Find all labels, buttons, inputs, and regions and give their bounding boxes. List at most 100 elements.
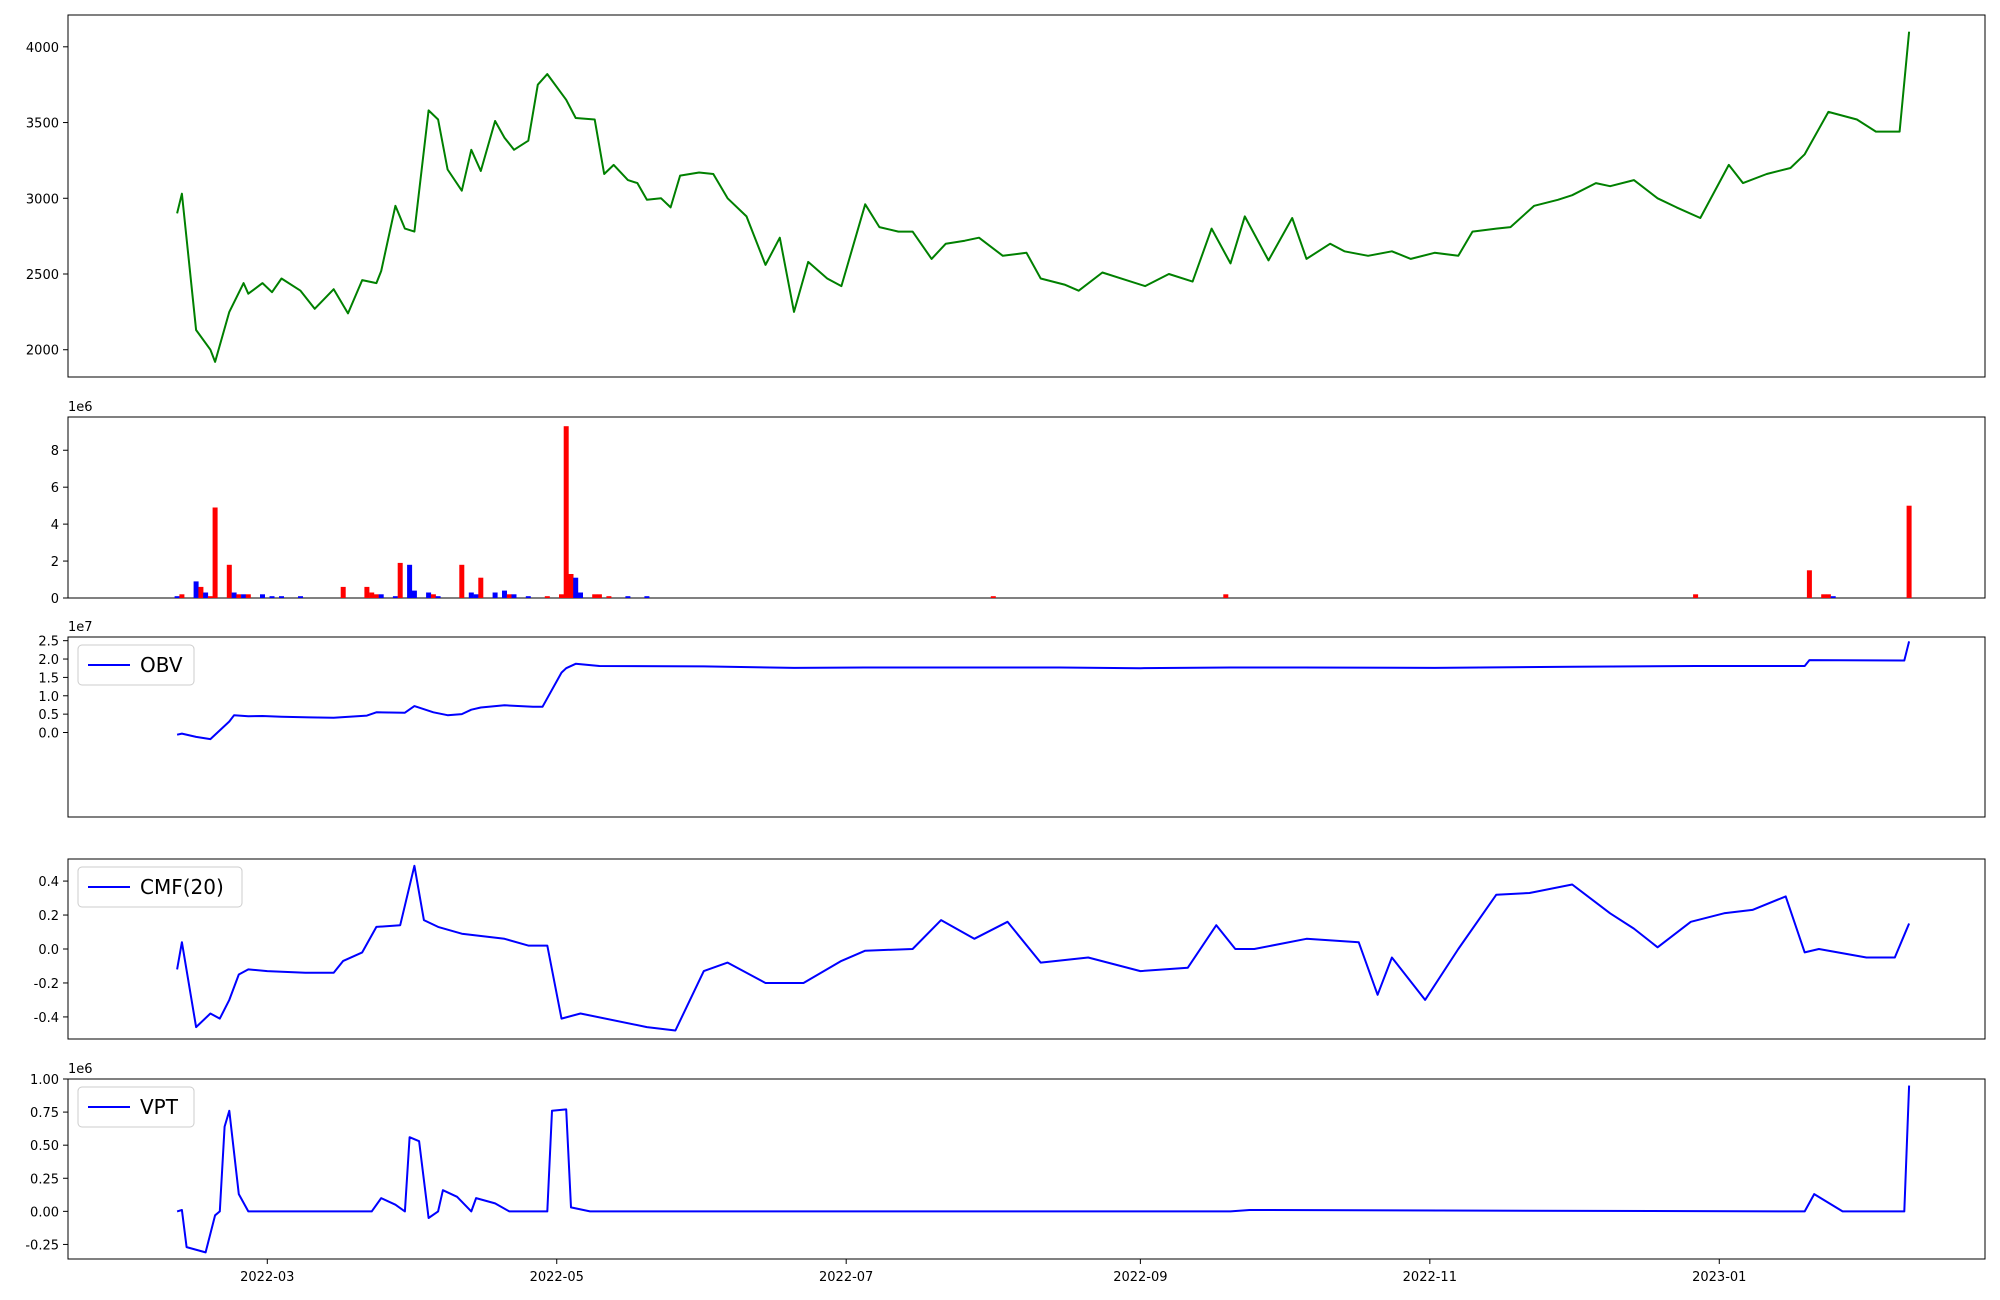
volume-ytick-label: 6: [51, 481, 59, 496]
volume-bar: [378, 594, 384, 598]
volume-bar: [592, 594, 598, 598]
cmf-ytick-label: -0.2: [34, 977, 59, 992]
volume-bar: [492, 592, 498, 598]
xtick-label: 2022-07: [819, 1270, 873, 1285]
volume-bar: [426, 592, 432, 598]
obv-panel: 0.0 0.5 1.0 1.5 2.0 2.5 1e7 OBV: [38, 620, 1986, 818]
volume-ytick-label: 0: [51, 592, 59, 607]
price-ytick-label: 2500: [26, 268, 59, 283]
volume-bar: [1693, 594, 1699, 598]
vpt-ytick-label: 1.00: [30, 1073, 59, 1088]
vpt-offset-label: 1e6: [68, 1062, 93, 1077]
volume-bar: [1806, 570, 1812, 598]
volume-bar: [563, 426, 569, 598]
volume-bar: [1906, 505, 1912, 598]
xtick-label: 2022-05: [530, 1270, 584, 1285]
volume-bar: [1825, 594, 1831, 598]
volume-bar: [468, 592, 474, 598]
volume-bar: [397, 562, 403, 598]
cmf-ytick-label: 0.4: [38, 875, 59, 890]
volume-ytick-label: 2: [51, 555, 59, 570]
volume-bar: [260, 594, 265, 598]
volume-bar: [478, 577, 484, 598]
cmf-ytick-label: 0.2: [38, 909, 59, 924]
vpt-ytick-label: 0.75: [30, 1106, 59, 1121]
cmf-ytick-label: 0.0: [38, 943, 59, 958]
vpt-legend-label: VPT: [140, 1095, 179, 1119]
obv-ytick-label: 0.5: [38, 708, 59, 723]
obv-ytick-label: 1.0: [38, 690, 59, 705]
price-ytick-label: 4000: [26, 41, 59, 56]
volume-bar: [502, 590, 507, 598]
vpt-ytick-label: 0.50: [30, 1139, 59, 1154]
volume-bar: [625, 596, 631, 598]
vpt-ytick-label: 0.00: [30, 1205, 59, 1220]
obv-ytick-label: 0.0: [38, 727, 59, 742]
volume-bar: [411, 590, 417, 598]
volume-bar: [1821, 594, 1827, 598]
vpt-legend-box: [77, 1086, 195, 1128]
volume-bar: [245, 594, 251, 598]
vpt-ytick-label: 0.25: [30, 1172, 59, 1187]
volume-bar: [644, 596, 650, 598]
volume-bar: [392, 596, 398, 598]
volume-bar: [203, 592, 209, 598]
volume-bar: [430, 594, 436, 598]
volume-bar: [407, 564, 413, 598]
volume-bar: [231, 592, 237, 598]
volume-bar: [573, 577, 579, 598]
volume-bar: [1223, 594, 1229, 598]
obv-ytick-label: 2.0: [38, 653, 59, 668]
volume-bar: [207, 596, 213, 598]
vpt-ytick-label: -0.25: [25, 1238, 59, 1253]
vpt-axes-frame: [67, 1078, 1986, 1260]
xtick-label: 2022-11: [1403, 1270, 1457, 1285]
volume-bar: [578, 592, 583, 598]
volume-bar: [544, 596, 550, 598]
volume-bar: [568, 574, 574, 598]
xtick-label: 2023-01: [1692, 1270, 1746, 1285]
volume-ytick-label: 4: [51, 518, 59, 533]
volume-bar: [511, 594, 517, 598]
obv-legend-box: [77, 644, 195, 686]
cmf-axes-frame: [67, 858, 1986, 1040]
xtick-label: 2022-03: [240, 1270, 294, 1285]
obv-legend-label: OBV: [140, 653, 183, 677]
volume-bar: [559, 594, 564, 598]
price-series-line: [176, 31, 1911, 363]
cmf-series-line: [176, 864, 1911, 1032]
volume-panel: 0 2 4 6 8 1e6: [51, 400, 1986, 607]
cmf-panel: -0.4 -0.2 0.0 0.2 0.4 CMF(20): [34, 858, 1986, 1040]
volume-bar: [198, 586, 204, 598]
volume-bar: [525, 596, 531, 598]
cmf-legend-box: [77, 866, 243, 908]
price-axes-frame: [67, 14, 1986, 378]
volume-bar: [212, 507, 218, 598]
price-ytick-label: 3000: [26, 192, 59, 207]
volume-bar: [193, 581, 199, 598]
volume-bar: [435, 596, 441, 598]
volume-bar: [340, 586, 346, 598]
volume-bar: [298, 596, 303, 598]
volume-bar: [241, 594, 247, 598]
volume-bar: [174, 596, 180, 598]
price-ytick-label: 2000: [26, 344, 59, 359]
volume-bar: [369, 592, 375, 598]
volume-ytick-label: 8: [51, 444, 59, 459]
volume-axes-frame: [67, 416, 1986, 599]
volume-bar: [236, 594, 242, 598]
volume-bar: [226, 564, 232, 598]
price-ytick-label: 3500: [26, 117, 59, 132]
volume-bar: [364, 586, 370, 598]
volume-bar: [279, 596, 284, 598]
volume-bar: [506, 594, 512, 598]
volume-bar: [179, 594, 185, 598]
volume-bar: [1830, 596, 1836, 598]
price-panel: 2000 2500 3000 3500 4000: [26, 14, 1986, 378]
cmf-ytick-label: -0.4: [34, 1011, 59, 1026]
obv-axes-frame: [67, 636, 1986, 818]
obv-offset-label: 1e7: [68, 620, 93, 635]
cmf-legend-label: CMF(20): [140, 875, 224, 899]
